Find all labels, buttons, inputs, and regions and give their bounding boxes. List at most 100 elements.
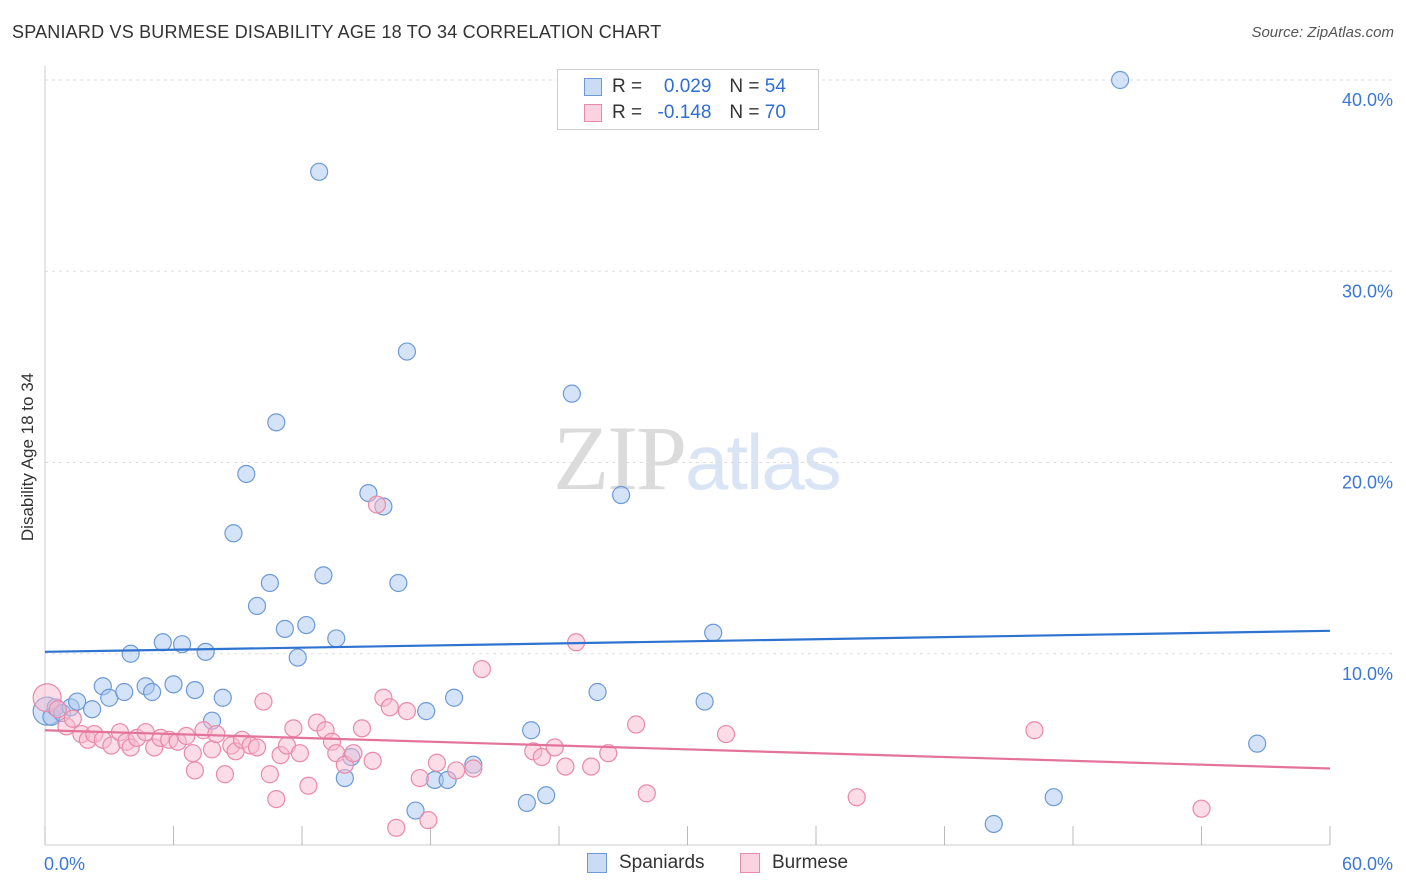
spaniards-point [213,688,232,707]
spaniards-point [389,573,408,593]
burmese-point [716,724,736,744]
spaniards-point [164,675,183,694]
burmese-point [582,757,601,776]
burmese-point [410,768,429,788]
spaniards-point [1248,734,1267,753]
legend-swatch-spaniards [587,853,607,873]
legend-label-burmese: Burmese [772,852,849,873]
spaniards-point [267,413,286,432]
legend-item-spaniards: Spaniards [587,852,705,874]
burmese-point [367,495,387,514]
burmese-point [344,744,363,763]
burmese-point [447,761,466,780]
legend-n-value: 54 [764,76,786,97]
burmese-point [397,702,417,721]
spaniards-point [260,573,279,593]
burmese-point [63,709,82,728]
spaniards-point [224,524,243,543]
spaniards-point [327,629,346,648]
spaniards-point [612,485,631,505]
spaniards-point [695,692,714,711]
spaniards-point [537,786,556,805]
legend-n-value: 70 [764,102,786,123]
burmese-point [363,751,382,770]
spaniards-point [288,648,307,667]
legend-n-label: N = [729,102,760,123]
burmese-point [254,692,273,711]
y-tick-label: 20.0% [1342,473,1393,493]
spaniards-point [247,596,267,616]
legend-swatch-burmese [584,104,602,122]
legend-item-burmese: Burmese [740,852,848,874]
spaniards-trend-line [44,629,1331,653]
burmese-point [260,765,279,784]
legend-swatch-burmese [740,853,760,873]
spaniards-point [406,801,425,820]
burmese-point [290,744,309,763]
burmese-point [177,726,196,746]
spaniards-point [704,623,723,642]
spaniards-point [397,342,417,361]
tick-labels: 10.0% 20.0% 30.0% 40.0% 0.0% 60.0% [44,90,1393,874]
chart-title: SPANIARD VS BURMESE DISABILITY AGE 18 TO… [12,22,662,42]
burmese-point [847,788,866,807]
spaniards-point [1044,788,1063,807]
spaniards-point [588,682,607,702]
burmese-point [183,744,202,763]
legend-row-burmese: R = -0.148 N = 70 [584,101,786,125]
spaniards-point [275,619,294,638]
spaniards-point [522,721,541,740]
burmese-point [599,744,618,763]
legend-r-label: R = [612,76,643,97]
spaniards-point [1111,70,1130,90]
legend-label-spaniards: Spaniards [619,852,705,873]
burmese-point [380,698,399,717]
spaniards-point [185,680,205,700]
burmese-point [299,776,318,795]
burmese-point [215,765,234,784]
burmese-point [1192,799,1211,818]
legend-r-label: R = [612,102,643,123]
y-tick-label: 30.0% [1342,281,1393,301]
burmese-point [202,740,222,759]
spaniards-point [562,384,581,403]
spaniards-point [121,644,140,663]
spaniards-point [517,793,536,813]
series-spaniards [32,70,1267,834]
x-tick-label: 60.0% [1342,854,1393,874]
legend-r-value: -0.148 [657,102,712,123]
y-tick-label: 10.0% [1342,664,1393,684]
spaniards-point [115,682,134,702]
burmese-point [247,738,267,757]
legend-n-label: N = [729,76,760,97]
correlation-legend: R = 0.029 N = 54 R = -0.148 N = 70 [557,69,819,130]
spaniards-point [444,688,464,707]
spaniards-point [83,700,102,719]
burmese-point [532,747,551,767]
burmese-point [626,715,646,734]
legend-r-value: 0.029 [663,76,712,97]
spaniards-point [314,566,333,585]
burmese-point [556,757,575,776]
spaniards-point [984,814,1003,834]
burmese-point [1025,721,1044,740]
burmese-point [472,659,491,679]
source-label: Source: ZipAtlas.com [1251,24,1394,41]
burmese-point [48,700,67,719]
burmese-point [185,761,205,780]
legend-row-spaniards: R = 0.029 N = 54 [584,75,786,99]
spaniards-point [68,692,87,711]
x-tick-label: 0.0% [44,854,85,874]
spaniards-point [196,642,215,661]
series-burmese [32,495,1211,837]
burmese-point [637,784,656,803]
spaniards-point [310,162,329,181]
trend-lines [44,629,1331,770]
y-tick-label: 40.0% [1342,90,1393,110]
burmese-point [464,759,483,778]
burmese-point [427,753,447,772]
spaniards-point [153,633,172,652]
spaniards-point [417,702,436,721]
spaniards-point [297,615,316,635]
